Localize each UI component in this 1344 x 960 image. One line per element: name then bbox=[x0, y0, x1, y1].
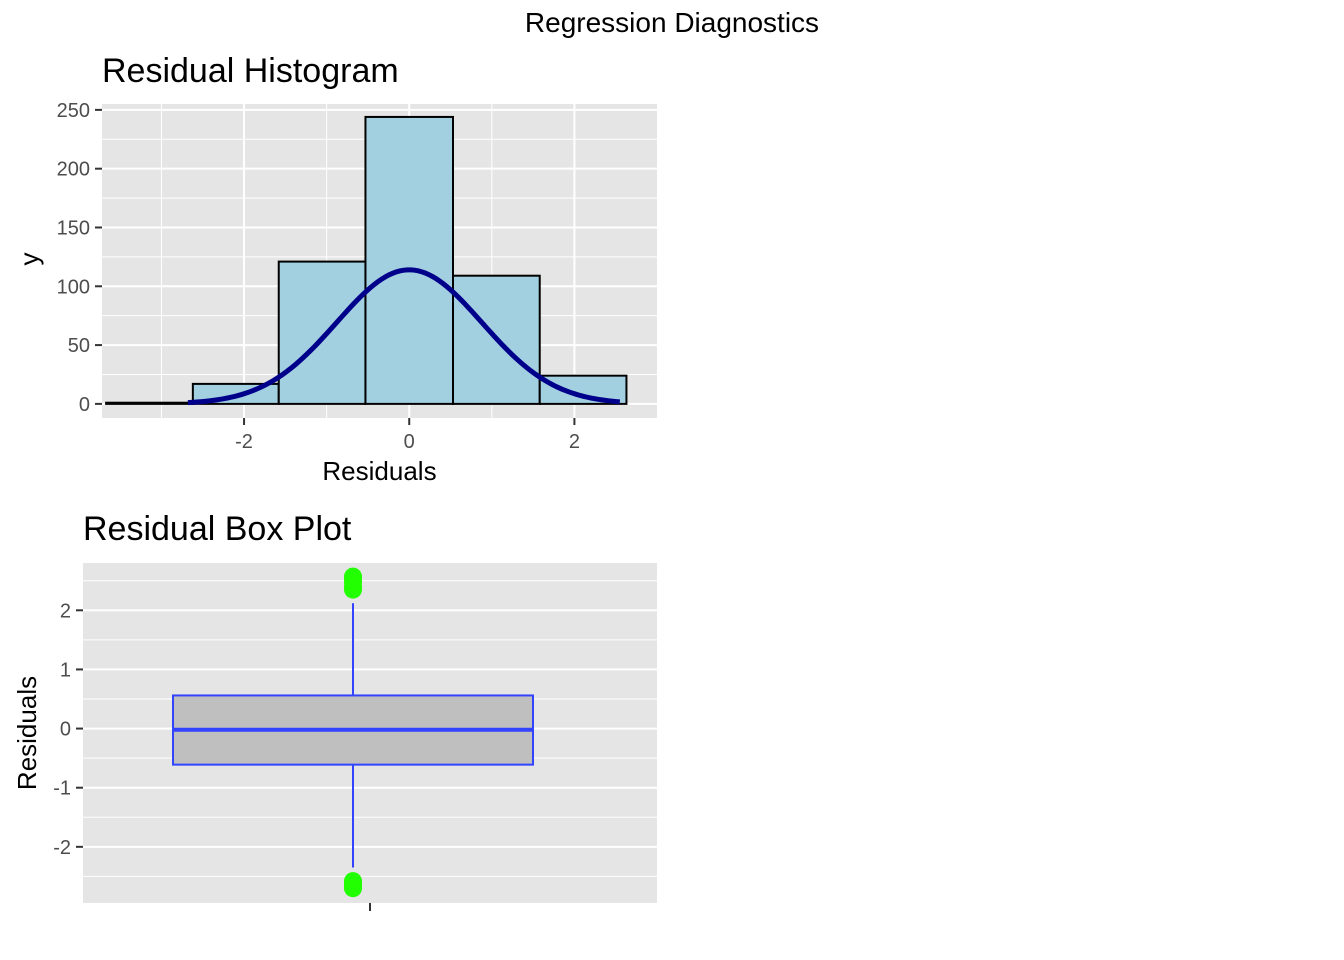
histogram-y-tick-label: 250 bbox=[57, 100, 90, 122]
histogram-y-tick-label: 100 bbox=[57, 276, 90, 298]
histogram-y-tick-label: 0 bbox=[79, 394, 90, 416]
boxplot-outlier-point bbox=[344, 879, 362, 898]
histogram-y-tick-label: 150 bbox=[57, 217, 90, 239]
boxplot-y-tick-label: 1 bbox=[60, 659, 71, 681]
boxplot-outliers bbox=[344, 567, 362, 898]
boxplot-chart: Residual Box Plot -2 -1 0 1 2 Residuals bbox=[12, 510, 657, 911]
histogram-y-tick-label: 200 bbox=[57, 159, 90, 181]
histogram-y-tick-label: 50 bbox=[68, 335, 90, 357]
histogram-x-axis: -2 0 2 bbox=[235, 418, 580, 453]
boxplot-y-tick-label: 0 bbox=[60, 719, 71, 741]
histogram-bar bbox=[538, 374, 628, 405]
boxplot-y-axis-title: Residuals bbox=[12, 676, 42, 790]
boxplot-title: Residual Box Plot bbox=[83, 510, 352, 548]
histogram-y-axis-title: y bbox=[14, 253, 44, 266]
histogram-x-tick-label: -2 bbox=[235, 431, 253, 453]
histogram-bar bbox=[105, 401, 194, 405]
boxplot-body bbox=[172, 603, 534, 868]
histogram-x-tick-label: 2 bbox=[569, 431, 580, 453]
boxplot-outlier-point bbox=[344, 567, 362, 586]
figure-title: Regression Diagnostics bbox=[525, 7, 819, 38]
histogram-bar bbox=[364, 115, 455, 405]
histogram-x-tick-label: 0 bbox=[404, 431, 415, 453]
normal-density-curve bbox=[187, 267, 621, 406]
histogram-x-axis-title: Residuals bbox=[322, 456, 436, 486]
histogram-bar bbox=[277, 260, 367, 405]
boxplot-y-axis: -2 -1 0 1 2 bbox=[53, 600, 83, 859]
histogram-chart: Residual Histogram -2 0 2 050100150200250 … bbox=[14, 52, 657, 486]
histogram-y-axis: 0 50 100 150 200 250 bbox=[57, 100, 102, 416]
boxplot-y-tick-label: 2 bbox=[60, 600, 71, 622]
boxplot-y-tick-label: -2 bbox=[53, 837, 71, 859]
histogram-title: Residual Histogram bbox=[102, 52, 399, 90]
boxplot-y-tick-label: -1 bbox=[53, 778, 71, 800]
